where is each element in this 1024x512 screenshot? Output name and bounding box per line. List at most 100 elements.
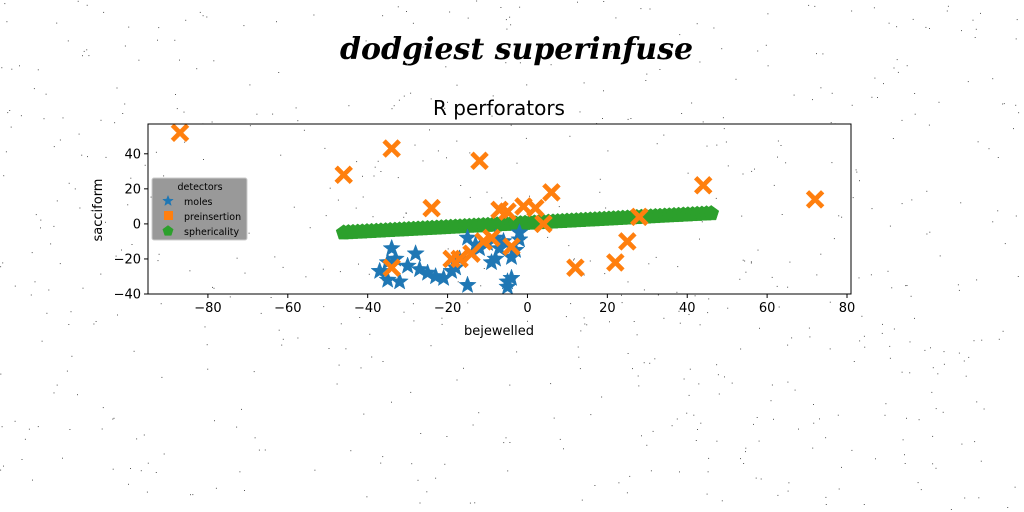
noise-dot [777,494,779,496]
noise-dot [584,323,586,325]
noise-dot [293,206,295,208]
noise-dot [649,8,651,10]
noise-dot [757,249,759,251]
noise-dot [391,108,393,110]
noise-dot [788,482,790,484]
noise-dot [579,111,581,113]
y-tick-label: 0 [133,217,141,232]
noise-dot [708,457,710,459]
noise-dot [192,494,194,496]
noise-dot [510,124,512,126]
noise-dot [632,368,633,370]
noise-dot [950,509,952,510]
noise-dot [491,115,493,117]
noise-dot [629,475,631,477]
noise-dot [787,344,789,346]
noise-dot [750,262,752,264]
moles-point [502,268,521,287]
noise-dot [777,140,779,142]
noise-dot [121,249,122,251]
x-tick-label: 80 [839,301,856,316]
noise-dot [716,440,718,442]
noise-dot [773,418,774,420]
noise-dot [750,261,752,263]
noise-dot [838,488,840,490]
noise-dot [745,271,747,273]
noise-dot [654,358,656,360]
noise-dot [483,268,485,269]
noise-dot [506,28,508,30]
noise-dot [309,227,311,229]
noise-dot [95,321,97,322]
noise-dot [648,263,650,265]
noise-dot [116,87,118,89]
noise-dot [871,96,873,98]
noise-dot [93,323,95,325]
noise-dot [615,17,617,19]
noise-dot [739,278,741,280]
noise-dot [86,49,88,51]
noise-dot [715,197,717,199]
noise-dot [791,337,793,339]
noise-dot [973,340,975,342]
noise-dot [282,338,284,340]
preinsertion-point [566,258,585,278]
y-axis: −40 −20 0 20 40 [114,147,148,303]
noise-dot [819,418,820,420]
noise-dot [758,440,760,442]
noise-dot [924,349,926,351]
noise-dot [721,500,723,502]
noise-dot [863,504,865,505]
noise-dot [382,361,384,362]
noise-dot [909,372,911,374]
noise-dot [830,122,832,124]
noise-dot [904,463,906,464]
noise-dot [599,178,601,180]
noise-dot [699,61,701,63]
legend: detectors moles preinsertion sphericality [151,177,248,241]
noise-dot [414,144,416,146]
noise-dot [189,270,191,272]
noise-dot [526,84,528,86]
noise-dot [447,248,449,250]
noise-dot [980,12,981,14]
noise-dot [935,467,937,469]
noise-dot [583,317,585,319]
noise-dot [236,257,238,259]
noise-dot [155,151,157,153]
moles-point [406,243,425,262]
noise-dot [920,489,922,491]
noise-dot [695,440,697,441]
noise-dot [430,98,432,100]
noise-dot [678,310,680,312]
noise-dot [115,255,117,257]
noise-dot [393,105,395,107]
noise-dot [244,272,246,274]
noise-dot [100,119,102,121]
noise-dot [460,185,462,186]
noise-dot [873,7,875,9]
noise-dot [997,157,999,158]
noise-dot [577,1,578,3]
noise-dot [199,11,201,13]
noise-dot [0,469,2,471]
noise-dot [751,170,753,172]
moles-point [486,249,505,267]
noise-dot [656,143,658,145]
noise-dot [565,316,567,318]
x-tick-label: −60 [274,301,301,316]
noise-dot [997,210,999,212]
noise-dot [650,470,652,472]
noise-dot [594,485,596,486]
legend-label-preinsertion: preinsertion [184,212,241,223]
noise-dot [974,37,976,38]
noise-dot [917,482,919,484]
noise-dot [946,10,948,12]
noise-dot [1018,112,1020,114]
noise-dot [62,117,64,119]
noise-dot [977,141,979,143]
noise-dot [884,414,886,416]
x-tick-label: 20 [599,301,616,316]
